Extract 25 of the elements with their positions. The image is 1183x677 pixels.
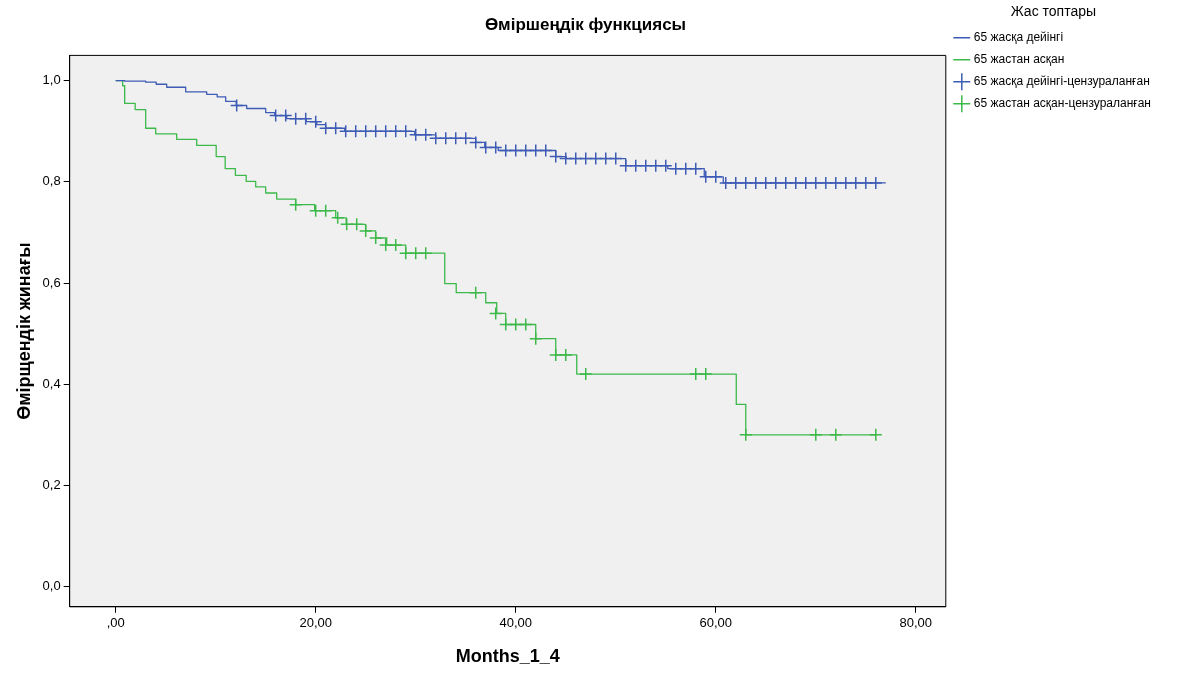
x-tick-label: 80,00 [899, 615, 933, 631]
y-tick-label: 0,8 [42, 173, 61, 189]
x-tick-label: 40,00 [499, 615, 533, 631]
x-tick-label: 20,00 [299, 615, 332, 631]
y-tick-label: 0,6 [42, 274, 61, 290]
point [418, 246, 433, 260]
legend-label: 65 жастан асқан-цензураланған [973, 96, 1151, 111]
x-tick-label: ,00 [106, 615, 125, 631]
point [408, 246, 423, 260]
point [739, 428, 753, 442]
chart-title: Өміршеңдік функциясы [484, 14, 687, 34]
y-tick-label: 0,2 [42, 476, 61, 492]
legend-label: 65 жасқа дейінгі [973, 30, 1064, 45]
legend-label: 65 жасқа дейінгі-цензураланған [973, 74, 1150, 89]
legend-label: 65 жастан асқан [973, 52, 1065, 67]
y-tick-label: 1,0 [42, 72, 61, 88]
point [869, 428, 883, 442]
x-tick-label: 60,00 [699, 615, 733, 631]
point [809, 428, 823, 442]
point [829, 428, 843, 442]
y-axis-title: Өмірщендік жинағы [13, 242, 34, 420]
x-axis-title: Months_1_4 [455, 646, 560, 667]
legend-title: Жас топтары [1010, 2, 1097, 19]
y-tick-label: 0,4 [42, 375, 61, 391]
y-tick-label: 0,0 [42, 578, 61, 594]
